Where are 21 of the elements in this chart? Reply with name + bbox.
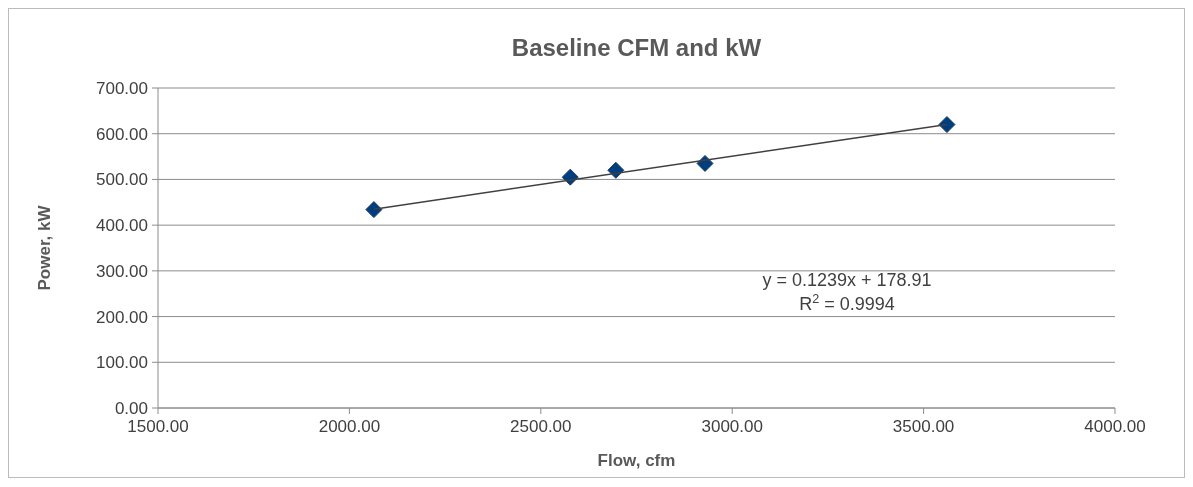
x-tick-label: 2500.00 bbox=[510, 417, 572, 436]
x-tick-label: 1500.00 bbox=[127, 417, 189, 436]
y-tick-label: 300.00 bbox=[96, 261, 148, 281]
y-tick-label: 200.00 bbox=[96, 307, 148, 327]
chart-title: Baseline CFM and kW bbox=[511, 34, 762, 61]
y-tick-label: 600.00 bbox=[96, 124, 148, 144]
x-tick-label: 3500.00 bbox=[892, 417, 955, 436]
y-tick-label: 700.00 bbox=[96, 78, 148, 98]
x-axis-title: Flow, cfm bbox=[597, 451, 676, 470]
annotation: R$^{2}$ = 0.9994 bbox=[799, 292, 895, 315]
x-tick-label: 4000.00 bbox=[1084, 417, 1146, 436]
y-tick-label: 400.00 bbox=[96, 216, 148, 236]
x-tick-label: 2000.00 bbox=[318, 417, 381, 436]
point bbox=[365, 201, 383, 219]
annotation: y = 0.1239x + 178.91 bbox=[762, 270, 932, 291]
y-axis-title: Power, kW bbox=[35, 204, 54, 291]
point bbox=[938, 116, 956, 134]
x-tick-label: 3000.00 bbox=[701, 417, 763, 436]
y-tick-label: 500.00 bbox=[96, 170, 148, 190]
y-tick-label: 0.00 bbox=[114, 398, 148, 418]
y-tick-label: 100.00 bbox=[96, 353, 148, 373]
